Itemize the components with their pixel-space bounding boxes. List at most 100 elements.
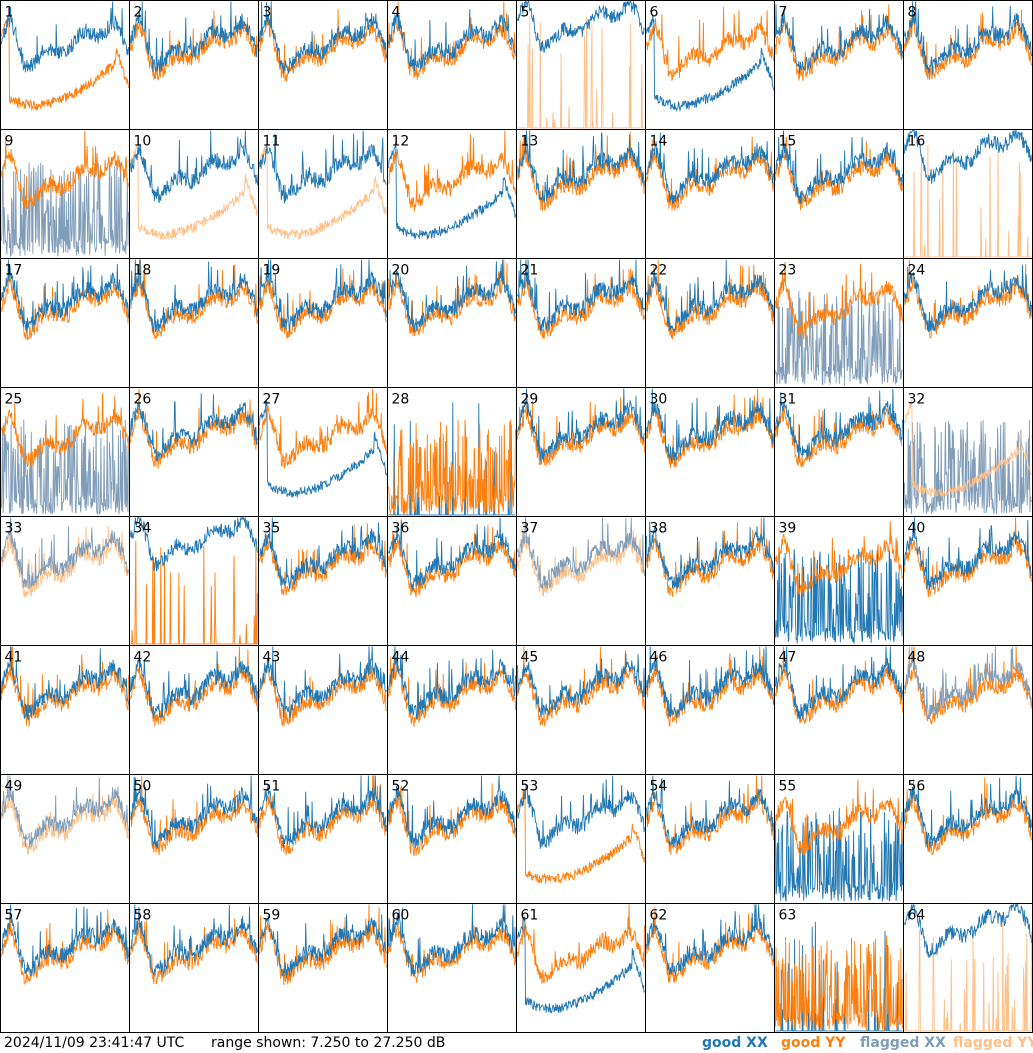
- series-xx: [388, 8, 516, 72]
- series-xx: [775, 807, 903, 902]
- antenna-panel-21: 21: [516, 258, 646, 388]
- panel-label: 34: [134, 521, 152, 537]
- panel-label: 44: [392, 650, 410, 666]
- antenna-panel-43: 43: [258, 645, 388, 775]
- panel-frame: [129, 258, 259, 388]
- panel-label: 58: [134, 908, 152, 924]
- panel-frame: [129, 0, 259, 130]
- series-yy: [775, 779, 903, 856]
- series-xx: [646, 775, 774, 848]
- panel-frame: [387, 903, 517, 1033]
- series-xx: [388, 402, 516, 516]
- timestamp: 2024/11/09 23:41:47 UTC: [4, 1035, 185, 1051]
- panel-frame: [129, 774, 259, 904]
- panel-label: 11: [263, 134, 281, 150]
- series-xx: [904, 420, 1032, 515]
- antenna-panel-28: 28: [387, 387, 517, 517]
- series-yy: [904, 646, 1032, 725]
- antenna-panel-15: 15: [774, 129, 904, 259]
- series-xx: [130, 259, 258, 333]
- antenna-panel-59: 59: [258, 903, 388, 1033]
- series-xx: [904, 264, 1032, 333]
- series-xx: [259, 646, 387, 719]
- antenna-panel-31: 31: [774, 387, 904, 517]
- series-yy: [1, 130, 129, 210]
- antenna-panel-30: 30: [645, 387, 775, 517]
- panel-label: 55: [779, 779, 797, 795]
- antenna-panel-46: 46: [645, 645, 775, 775]
- series-xx: [775, 4, 903, 74]
- series-yy: [904, 517, 1032, 598]
- panel-frame: [903, 129, 1033, 259]
- series-xx: [388, 259, 516, 333]
- panel-label: 7: [779, 5, 788, 21]
- antenna-panel-10: 10: [129, 129, 259, 259]
- series-xx: [904, 1, 1032, 75]
- panel-label: 25: [5, 392, 23, 408]
- series-xx: [904, 646, 1032, 720]
- panel-label: 14: [650, 134, 668, 150]
- antenna-panel-5: 5: [516, 0, 646, 130]
- antenna-panel-63: 63: [774, 903, 904, 1033]
- series-yy: [517, 16, 645, 129]
- series-xx: [1, 259, 129, 333]
- series-xx: [517, 653, 645, 717]
- panel-label: 28: [392, 392, 410, 408]
- panel-label: 18: [134, 263, 152, 279]
- series-xx: [259, 914, 387, 979]
- antenna-panel-27: 27: [258, 387, 388, 517]
- series-yy: [904, 777, 1032, 856]
- antenna-panel-52: 52: [387, 774, 517, 904]
- panel-frame: [516, 129, 646, 259]
- panel-label: 26: [134, 392, 152, 408]
- antenna-panel-13: 13: [516, 129, 646, 259]
- series-yy: [388, 259, 516, 337]
- panel-label: 35: [263, 521, 281, 537]
- panel-label: 33: [5, 521, 23, 537]
- series-xx: [259, 130, 387, 204]
- antenna-panel-64: 64: [903, 902, 1033, 1033]
- series-xx: [646, 259, 774, 332]
- panel-label: 60: [392, 908, 410, 924]
- antenna-panel-3: 3: [258, 0, 388, 130]
- series-yy: [775, 935, 903, 1031]
- legend-good-yy: good YY: [781, 1035, 846, 1051]
- panel-frame: [516, 0, 646, 130]
- series-xx: [1, 419, 129, 516]
- panel-frame: [774, 387, 904, 517]
- series-xx: [259, 259, 387, 332]
- series-xx: [517, 916, 645, 1014]
- series-yy: [775, 136, 903, 211]
- antenna-panel-42: 42: [129, 645, 259, 775]
- panel-label: 19: [263, 263, 281, 279]
- antenna-panel-39: 39: [774, 516, 904, 646]
- series-yy: [259, 388, 387, 469]
- series-xx: [517, 517, 645, 590]
- antenna-panel-8: 8: [903, 0, 1033, 130]
- panel-label: 37: [521, 521, 539, 537]
- panel-label: 48: [908, 650, 926, 666]
- antenna-panel-14: 14: [645, 129, 775, 259]
- panel-label: 45: [521, 650, 539, 666]
- series-xx: [775, 388, 903, 458]
- antenna-panel-45: 45: [516, 645, 646, 775]
- panel-label: 36: [392, 521, 410, 537]
- series-yy: [259, 143, 387, 240]
- antenna-panel-62: 62: [645, 903, 775, 1033]
- antenna-panel-33: 33: [0, 516, 130, 646]
- panel-label: 64: [908, 908, 926, 924]
- series-xx: [904, 775, 1032, 849]
- panel-label: 49: [5, 779, 23, 795]
- antenna-panel-41: 41: [0, 645, 130, 775]
- antenna-panel-4: 4: [387, 0, 517, 130]
- series-xx: [775, 548, 903, 645]
- panel-label: 40: [908, 521, 926, 537]
- series-xx: [904, 130, 1032, 185]
- antenna-panel-16: 16: [903, 129, 1033, 259]
- antenna-panel-19: 19: [258, 258, 388, 388]
- panel-label: 24: [908, 263, 926, 279]
- antenna-panel-35: 35: [258, 516, 388, 646]
- series-xx: [1, 517, 129, 590]
- series-xx: [904, 517, 1032, 590]
- antenna-panel-44: 44: [387, 645, 517, 775]
